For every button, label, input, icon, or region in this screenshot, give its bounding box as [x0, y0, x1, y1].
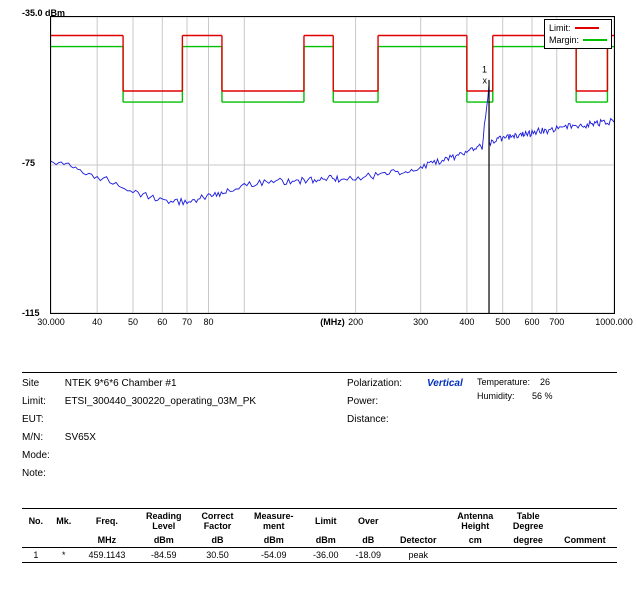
table-subheader: dBm	[243, 533, 304, 548]
x-tick-label: 300	[413, 317, 428, 327]
spectrum-chart: -35.0 dBm -75 -115 1x Limit: Margin: 30.…	[22, 8, 622, 348]
table-cell: 1	[22, 548, 50, 563]
results-table: No.Mk.Freq.ReadingLevelCorrectFactorMeas…	[22, 508, 617, 563]
table-cell: peak	[390, 548, 447, 563]
table-row: 1*459.1143-84.5930.50-54.09-36.00-18.09p…	[22, 548, 617, 563]
x-tick-label: 60	[157, 317, 167, 327]
metadata-panel: Site NTEK 9*6*6 Chamber #1 Limit: ETSI_3…	[22, 370, 617, 483]
table-subheader: degree	[504, 533, 553, 548]
plot-area: 1x Limit: Margin: 30.0004050607080200300…	[50, 16, 615, 314]
mn-value: SV65X	[65, 432, 96, 443]
table-body: 1*459.1143-84.5930.50-54.09-36.00-18.09p…	[22, 548, 617, 563]
x-tick-label: 30.000	[37, 317, 65, 327]
table-header: Limit	[304, 509, 347, 534]
table-header	[553, 509, 617, 534]
humidity-label: Humidity:	[477, 391, 515, 401]
table-header: Over	[347, 509, 390, 534]
mode-label: Mode:	[22, 447, 62, 465]
humidity-value: 56 %	[532, 391, 553, 401]
limit-label: Limit:	[22, 393, 62, 411]
x-tick-label: 1000.000	[595, 317, 633, 327]
x-tick-label: 400	[459, 317, 474, 327]
table-header: CorrectFactor	[192, 509, 243, 534]
polarization-label: Polarization:	[347, 375, 427, 393]
x-tick-label: 50	[128, 317, 138, 327]
table-cell: 30.50	[192, 548, 243, 563]
rule-top	[22, 372, 617, 373]
table-header: ReadingLevel	[136, 509, 192, 534]
table-head-row-2: MHzdBmdBdBmdBmdBDetectorcmdegreeComment	[22, 533, 617, 548]
x-tick-label: 500	[495, 317, 510, 327]
legend-margin-label: Margin:	[549, 34, 579, 46]
y-tick-mid: -75	[22, 158, 35, 168]
temperature-value: 26	[540, 377, 550, 387]
table-head-row-1: No.Mk.Freq.ReadingLevelCorrectFactorMeas…	[22, 509, 617, 534]
table-header: No.	[22, 509, 50, 534]
x-tick-label: 80	[203, 317, 213, 327]
x-tick-label: 600	[524, 317, 539, 327]
meta-col-mid: Polarization:Vertical Power: Distance:	[347, 375, 477, 483]
table-header: Mk.	[50, 509, 78, 534]
table-cell: -36.00	[304, 548, 347, 563]
x-axis-label: (MHz)	[320, 317, 345, 327]
table-subheader: MHz	[78, 533, 136, 548]
mn-label: M/N:	[22, 429, 62, 447]
eut-label: EUT:	[22, 411, 62, 429]
table-subheader: cm	[447, 533, 504, 548]
temperature-label: Temperature:	[477, 377, 530, 387]
distance-label: Distance:	[347, 411, 427, 429]
table-subheader: dBm	[304, 533, 347, 548]
power-label: Power:	[347, 393, 427, 411]
table-subheader: dBm	[136, 533, 192, 548]
results-table-block: No.Mk.Freq.ReadingLevelCorrectFactorMeas…	[22, 508, 617, 563]
legend-limit-label: Limit:	[549, 22, 571, 34]
swatch-margin	[583, 39, 607, 41]
polarization-value: Vertical	[427, 378, 463, 389]
note-label: Note:	[22, 465, 62, 483]
table-cell: 459.1143	[78, 548, 136, 563]
site-label: Site	[22, 375, 62, 393]
table-subheader: Detector	[390, 533, 447, 548]
table-header: Measure-ment	[243, 509, 304, 534]
table-subheader: dB	[192, 533, 243, 548]
meta-col-right: Temperature: 26 Humidity: 56 %	[477, 375, 617, 483]
x-tick-label: 700	[549, 317, 564, 327]
x-tick-label: 40	[92, 317, 102, 327]
svg-text:x: x	[483, 76, 488, 86]
x-tick-label: 200	[348, 317, 363, 327]
legend-box: Limit: Margin:	[544, 19, 612, 49]
table-header: TableDegree	[504, 509, 553, 534]
table-cell	[447, 548, 504, 563]
table-subheader	[22, 533, 50, 548]
svg-text:1: 1	[482, 65, 487, 75]
table-cell: -54.09	[243, 548, 304, 563]
table-cell: -84.59	[136, 548, 192, 563]
meta-col-left: Site NTEK 9*6*6 Chamber #1 Limit: ETSI_3…	[22, 375, 347, 483]
table-header: Freq.	[78, 509, 136, 534]
table-cell: *	[50, 548, 78, 563]
plot-svg: 1x	[51, 17, 614, 313]
swatch-limit	[575, 27, 599, 29]
x-tick-label: 70	[182, 317, 192, 327]
table-cell	[504, 548, 553, 563]
limit-value: ETSI_300440_300220_operating_03M_PK	[65, 396, 256, 407]
table-cell	[553, 548, 617, 563]
table-header: AntennaHeight	[447, 509, 504, 534]
table-header	[390, 509, 447, 534]
table-subheader: Comment	[553, 533, 617, 548]
site-value: NTEK 9*6*6 Chamber #1	[65, 378, 177, 389]
table-subheader: dB	[347, 533, 390, 548]
table-subheader	[50, 533, 78, 548]
table-cell: -18.09	[347, 548, 390, 563]
